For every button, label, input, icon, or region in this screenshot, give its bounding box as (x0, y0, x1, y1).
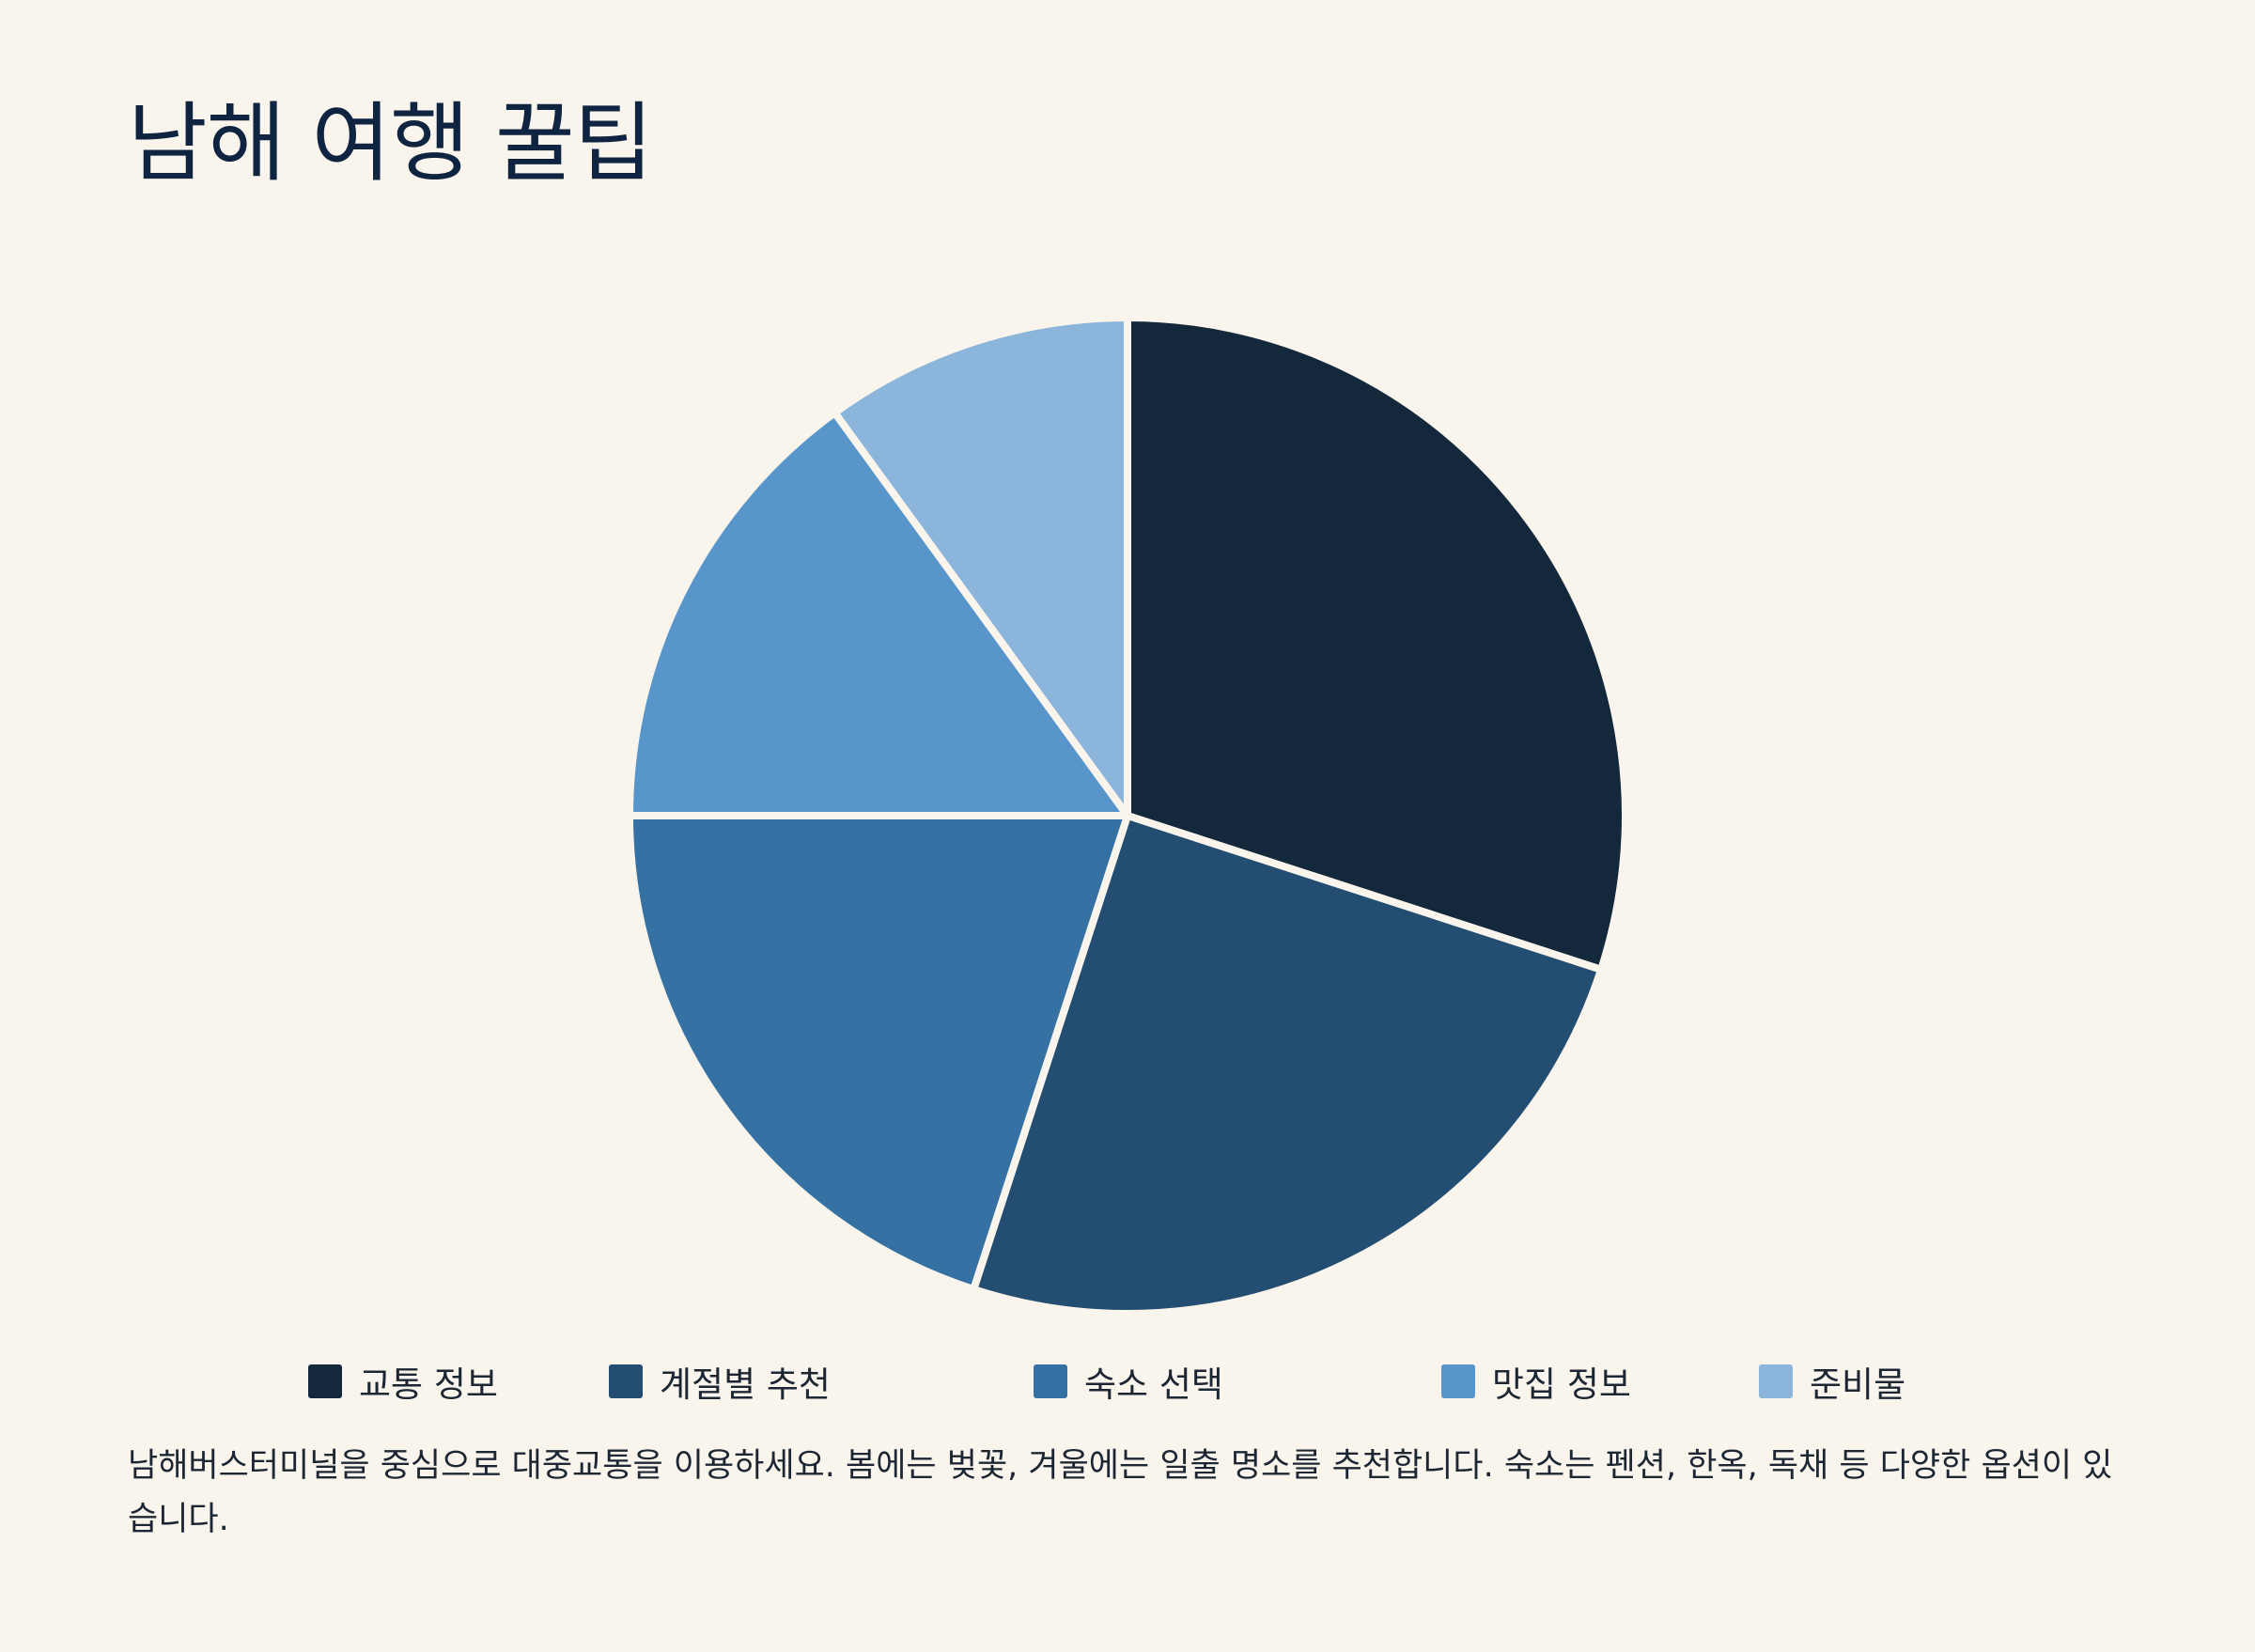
chart-legend: 교통 정보 계절별 추천 숙소 선택 맛집 정보 준비물 (0, 1361, 2255, 1405)
description-text: 남해버스터미널을 중심으로 대중교통을 이용하세요. 봄에는 벚꽃, 겨울에는 … (128, 1447, 2113, 1538)
pie-slices (626, 314, 1629, 1317)
legend-swatch-lodging (1034, 1364, 1067, 1398)
legend-swatch-seasonal (609, 1364, 643, 1398)
legend-label-transport: 교통 정보 (359, 1364, 498, 1405)
legend-label-lodging: 숙소 선택 (1084, 1364, 1223, 1405)
pie-slice-1 (1124, 314, 1629, 974)
legend-item-seasonal: 계절별 추천 (609, 1361, 831, 1405)
pie-slice-4 (626, 409, 1131, 819)
legend-item-food: 맛집 정보 (1441, 1361, 1631, 1405)
legend-swatch-food (1441, 1364, 1475, 1398)
legend-swatch-supplies (1759, 1364, 1793, 1398)
pie-slice-3 (626, 812, 1131, 1294)
legend-swatch-transport (308, 1364, 342, 1398)
legend-label-seasonal: 계절별 추천 (660, 1364, 831, 1405)
chart-title: 남해 여행 꿀팁 (128, 93, 653, 194)
legend-label-food: 맛집 정보 (1492, 1364, 1631, 1405)
legend-item-supplies: 준비물 (1759, 1361, 1905, 1405)
legend-label-supplies: 준비물 (1810, 1364, 1906, 1405)
legend-item-transport: 교통 정보 (308, 1361, 498, 1405)
pie-slice-2 (970, 812, 1606, 1317)
legend-item-lodging: 숙소 선택 (1034, 1361, 1223, 1405)
pie-slice-5 (831, 314, 1131, 819)
